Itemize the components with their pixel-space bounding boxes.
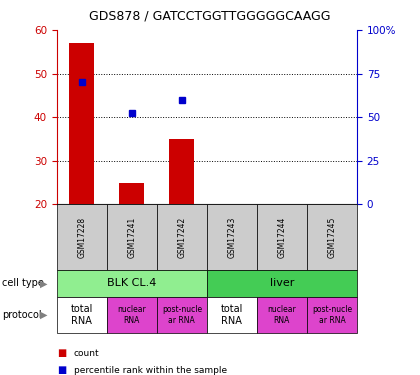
Text: GSM17241: GSM17241 — [127, 216, 136, 258]
Text: total
RNA: total RNA — [71, 304, 93, 326]
Text: liver: liver — [270, 279, 294, 288]
Text: GSM17245: GSM17245 — [328, 216, 336, 258]
Text: ▶: ▶ — [40, 310, 48, 320]
Text: nuclear
RNA: nuclear RNA — [268, 305, 296, 324]
Text: GDS878 / GATCCTGGTTGGGGGCAAGG: GDS878 / GATCCTGGTTGGGGGCAAGG — [89, 9, 331, 22]
Text: count: count — [74, 349, 99, 358]
Text: BLK CL.4: BLK CL.4 — [107, 279, 157, 288]
Bar — [119, 183, 144, 204]
Text: post-nucle
ar RNA: post-nucle ar RNA — [162, 305, 202, 324]
Bar — [169, 139, 194, 204]
Text: ■: ■ — [57, 348, 66, 358]
Text: total
RNA: total RNA — [220, 304, 243, 326]
Text: ■: ■ — [57, 365, 66, 375]
Text: post-nucle
ar RNA: post-nucle ar RNA — [312, 305, 352, 324]
Text: percentile rank within the sample: percentile rank within the sample — [74, 366, 227, 375]
Text: ▶: ▶ — [40, 279, 48, 288]
Bar — [69, 43, 94, 204]
Text: protocol: protocol — [2, 310, 42, 320]
Text: GSM17242: GSM17242 — [177, 216, 186, 258]
Text: GSM17244: GSM17244 — [278, 216, 286, 258]
Text: cell type: cell type — [2, 279, 44, 288]
Text: nuclear
RNA: nuclear RNA — [118, 305, 146, 324]
Text: GSM17243: GSM17243 — [227, 216, 236, 258]
Text: GSM17228: GSM17228 — [77, 217, 86, 258]
